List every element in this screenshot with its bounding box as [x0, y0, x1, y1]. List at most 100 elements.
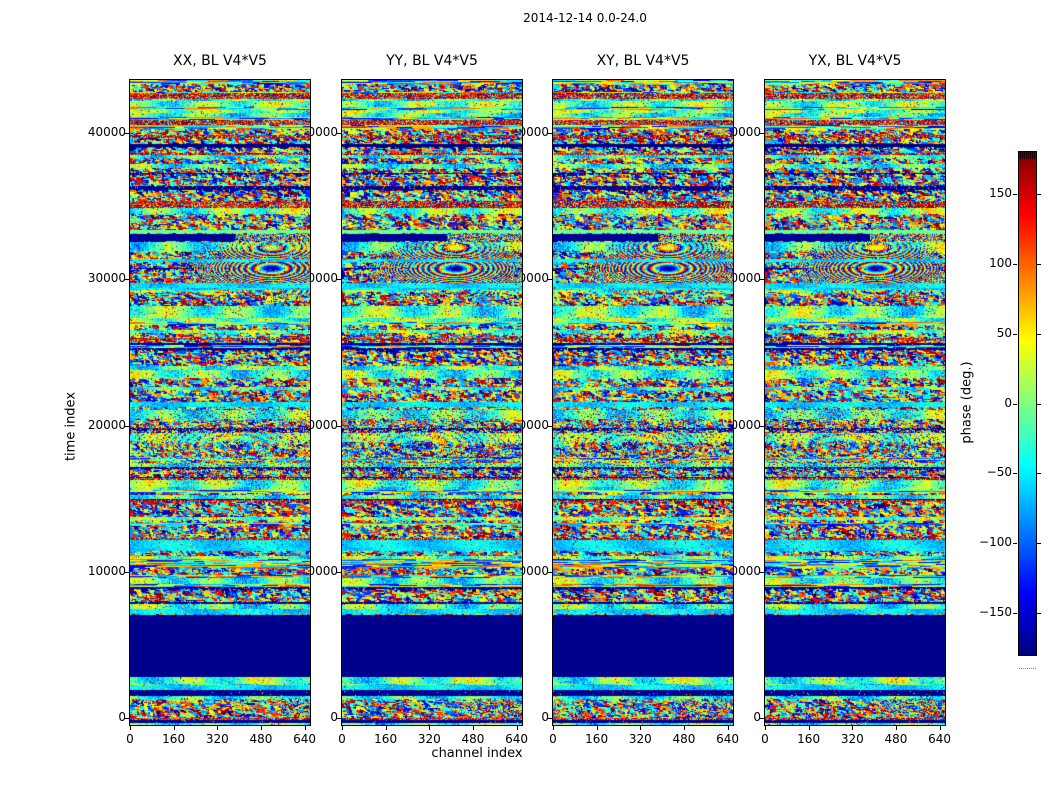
colorbar-tick-mark	[1013, 403, 1017, 405]
panel-title-XY: XY, BL V4*V5	[596, 53, 690, 69]
y-tick-mark	[125, 279, 129, 281]
y-tick-label: 10000	[87, 563, 126, 578]
colorbar-tick-label: 50	[996, 325, 1012, 340]
heatmap-canvas-YY	[342, 80, 522, 725]
x-tick-mark	[683, 726, 685, 730]
colorbar-tick-mark	[1037, 403, 1041, 405]
x-tick-label: 640	[928, 732, 951, 746]
y-tick-mark	[760, 279, 764, 281]
figure-title: 2014-12-14 0.0-24.0	[523, 11, 647, 25]
colorbar-tick-label: 150	[989, 185, 1012, 200]
heatmap-canvas-XX	[130, 80, 310, 725]
y-tick-label: 0	[330, 710, 338, 724]
heatmap-canvas-YX	[765, 80, 945, 725]
y-tick-mark	[548, 425, 552, 427]
y-tick-mark	[548, 718, 552, 719]
colorbar-tick-mark	[1037, 333, 1041, 335]
x-tick-label: 320	[628, 732, 652, 746]
y-tick-mark	[337, 425, 341, 427]
colorbar-tick-mark	[1037, 543, 1041, 545]
colorbar-tick-label: −150	[979, 605, 1012, 620]
colorbar-tick-mark	[1013, 613, 1017, 615]
heatmap-panel-XX	[129, 79, 311, 726]
y-tick-mark	[125, 133, 129, 134]
y-tick-mark	[337, 133, 341, 134]
x-tick-label: 160	[374, 732, 398, 746]
x-tick-mark	[895, 726, 897, 730]
x-tick-mark	[130, 726, 131, 730]
y-tick-mark	[548, 279, 552, 281]
colorbar-tick-label: −50	[986, 465, 1012, 480]
colorbar-tick-mark	[1037, 473, 1041, 475]
x-tick-label: 160	[162, 732, 186, 746]
y-tick-mark	[337, 571, 341, 573]
x-tick-label: 0	[549, 732, 557, 746]
colorbar-label: phase (deg.)	[959, 361, 975, 444]
x-tick-mark	[429, 726, 431, 730]
x-tick-label: 0	[338, 732, 346, 746]
x-tick-mark	[939, 726, 941, 730]
y-tick-mark	[125, 718, 129, 719]
x-tick-mark	[217, 726, 219, 730]
colorbar	[1018, 151, 1037, 656]
x-tick-mark	[472, 726, 474, 730]
x-tick-label: 480	[884, 732, 908, 746]
y-tick-label: 30000	[87, 271, 126, 286]
x-tick-label: 320	[840, 732, 864, 746]
colorbar-tick-mark	[1037, 613, 1041, 615]
x-tick-mark	[765, 726, 766, 730]
x-tick-label: 480	[672, 732, 696, 746]
x-tick-label: 160	[797, 732, 821, 746]
x-tick-mark	[640, 726, 642, 730]
y-tick-mark	[760, 133, 764, 134]
colorbar-tick-mark	[1037, 193, 1041, 195]
colorbar-tick-label: 0	[1004, 395, 1012, 410]
colorbar-tick-mark	[1013, 333, 1017, 335]
heatmap-panel-YY	[341, 79, 523, 726]
y-tick-mark	[337, 718, 341, 719]
colorbar-tick-label: −100	[979, 535, 1012, 550]
panel-title-YY: YY, BL V4*V5	[386, 53, 478, 69]
x-tick-mark	[260, 726, 262, 730]
x-tick-label: 160	[585, 732, 609, 746]
colorbar-tick-mark	[1013, 543, 1017, 545]
colorbar-tick-mark	[1013, 473, 1017, 475]
x-tick-label: 640	[716, 732, 739, 746]
panel-title-XX: XX, BL V4*V5	[173, 53, 267, 69]
x-tick-mark	[516, 726, 518, 730]
colorbar-tick-mark	[1013, 263, 1017, 265]
x-tick-label: 480	[461, 732, 485, 746]
y-tick-mark	[337, 279, 341, 281]
y-tick-label: 0	[541, 710, 549, 724]
colorbar-tick-label: 100	[989, 255, 1012, 270]
colorbar-tick-mark	[1037, 263, 1041, 265]
x-tick-mark	[304, 726, 306, 730]
x-tick-mark	[385, 726, 387, 730]
colorbar-canvas	[1019, 152, 1036, 655]
y-tick-mark	[548, 571, 552, 573]
y-tick-mark	[548, 133, 552, 134]
x-tick-mark	[808, 726, 810, 730]
x-tick-label: 320	[205, 732, 229, 746]
y-tick-label: 0	[753, 710, 761, 724]
x-tick-mark	[342, 726, 343, 730]
x-tick-label: 640	[505, 732, 528, 746]
x-tick-mark	[553, 726, 554, 730]
y-tick-label: 0	[118, 710, 126, 724]
x-tick-mark	[596, 726, 598, 730]
y-axis-label: time index	[63, 391, 79, 462]
x-tick-label: 0	[126, 732, 134, 746]
x-tick-mark	[173, 726, 175, 730]
x-tick-label: 480	[249, 732, 273, 746]
x-axis-label: channel index	[431, 746, 523, 761]
x-tick-mark	[727, 726, 729, 730]
x-tick-label: 0	[761, 732, 769, 746]
x-tick-mark	[852, 726, 854, 730]
y-tick-label: 40000	[87, 125, 126, 139]
y-tick-mark	[760, 718, 764, 719]
heatmap-panel-XY	[552, 79, 734, 726]
x-tick-label: 640	[293, 732, 316, 746]
y-tick-mark	[125, 425, 129, 427]
heatmap-canvas-XY	[553, 80, 733, 725]
